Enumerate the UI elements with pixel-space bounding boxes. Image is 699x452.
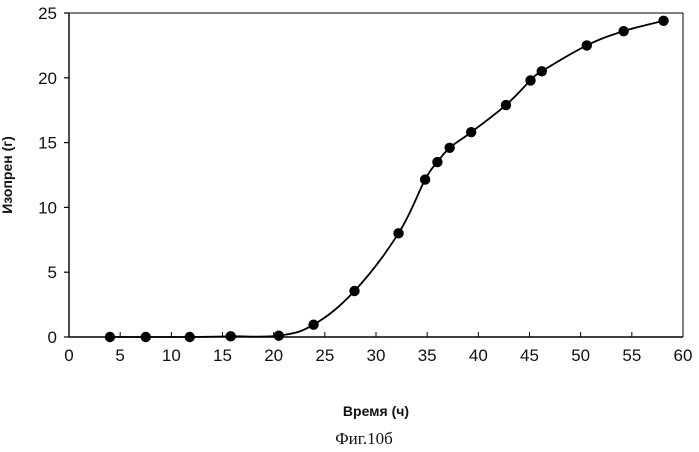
- x-tick-label: 50: [571, 346, 590, 365]
- series-points: [105, 16, 669, 343]
- data-point: [501, 100, 511, 110]
- x-tick-label: 45: [520, 346, 539, 365]
- data-point: [466, 127, 476, 137]
- data-point: [225, 331, 235, 341]
- y-tick-label: 20: [38, 69, 57, 88]
- x-tick-label: 40: [469, 346, 488, 365]
- data-point: [444, 143, 454, 153]
- y-axis-title: Изопрен (г): [0, 136, 15, 214]
- data-point: [274, 331, 284, 341]
- x-tick-label: 25: [315, 346, 334, 365]
- data-point: [185, 332, 195, 342]
- data-point: [582, 40, 592, 50]
- figure-caption: Фиг.10б: [335, 429, 392, 448]
- data-point: [525, 75, 535, 85]
- data-point: [537, 66, 547, 76]
- y-tick-label: 15: [38, 134, 57, 153]
- y-tick-label: 10: [38, 198, 57, 217]
- data-point: [420, 174, 430, 184]
- y-tick-label: 25: [38, 4, 57, 23]
- x-tick-label: 5: [115, 346, 124, 365]
- x-tick-label: 20: [264, 346, 283, 365]
- x-tick-label: 10: [162, 346, 181, 365]
- y-tick-label: 5: [48, 263, 57, 282]
- data-point: [658, 16, 668, 26]
- y-tick-label: 0: [48, 328, 57, 347]
- plot-area: [69, 13, 683, 337]
- data-point: [432, 157, 442, 167]
- data-point: [141, 332, 151, 342]
- data-point: [618, 26, 628, 36]
- x-axis-title: Время (ч): [343, 403, 409, 419]
- x-tick-label: 30: [367, 346, 386, 365]
- data-point: [393, 228, 403, 238]
- x-tick-label: 60: [674, 346, 693, 365]
- x-tick-label: 55: [622, 346, 641, 365]
- x-tick-label: 15: [213, 346, 232, 365]
- y-axis-ticks: 0 5 10 15 20 25: [38, 4, 69, 347]
- data-point: [349, 286, 359, 296]
- x-tick-label: 0: [64, 346, 73, 365]
- data-point: [308, 319, 318, 329]
- series-line: [110, 21, 664, 337]
- x-tick-label: 35: [418, 346, 437, 365]
- data-point: [105, 332, 115, 342]
